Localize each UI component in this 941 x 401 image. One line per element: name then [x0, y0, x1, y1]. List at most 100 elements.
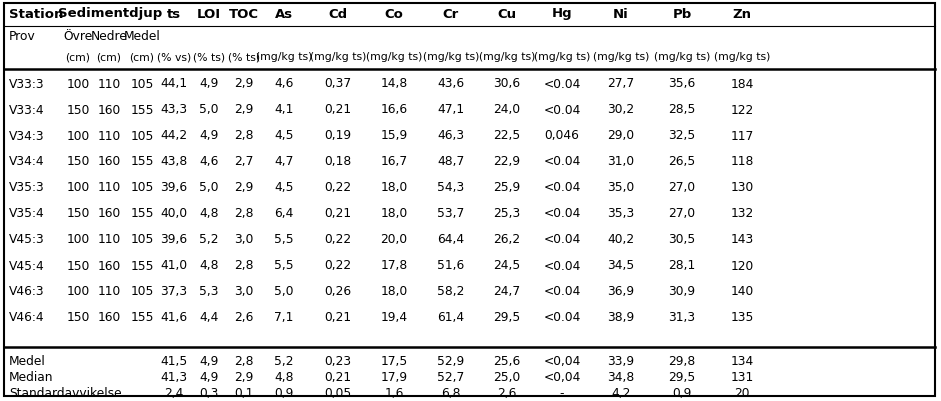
Text: 2,6: 2,6 [234, 311, 254, 324]
Text: 14,8: 14,8 [380, 77, 407, 90]
Text: (cm): (cm) [97, 52, 121, 62]
Text: 54,3: 54,3 [438, 181, 465, 194]
Text: 105: 105 [130, 285, 153, 298]
Text: (cm): (cm) [66, 52, 90, 62]
Text: Ni: Ni [614, 8, 629, 20]
Text: 1,6: 1,6 [384, 387, 404, 399]
Text: 6,8: 6,8 [441, 387, 461, 399]
Text: 25,9: 25,9 [493, 181, 520, 194]
Text: LOI: LOI [197, 8, 221, 20]
Text: 160: 160 [97, 155, 120, 168]
Text: 0,21: 0,21 [325, 103, 352, 116]
Text: 41,0: 41,0 [160, 259, 187, 272]
Text: 16,6: 16,6 [380, 103, 407, 116]
Text: 39,6: 39,6 [160, 181, 187, 194]
Text: <0.04: <0.04 [543, 311, 581, 324]
Text: 64,4: 64,4 [438, 233, 465, 246]
Text: 4,2: 4,2 [612, 387, 630, 399]
Text: 52,9: 52,9 [438, 354, 465, 368]
Text: 110: 110 [97, 77, 120, 90]
Text: 155: 155 [130, 311, 153, 324]
Text: 31,0: 31,0 [608, 155, 634, 168]
Text: Cr: Cr [443, 8, 459, 20]
Text: 122: 122 [730, 103, 754, 116]
Text: (mg/kg ts): (mg/kg ts) [366, 52, 423, 62]
Text: 4,6: 4,6 [275, 77, 294, 90]
Text: (% vs): (% vs) [157, 52, 191, 62]
Text: Co: Co [385, 8, 404, 20]
Text: 2,8: 2,8 [234, 354, 254, 368]
Text: 2,9: 2,9 [234, 371, 254, 383]
Text: 0,046: 0,046 [545, 129, 580, 142]
Text: 0,1: 0,1 [234, 387, 254, 399]
Text: <0.04: <0.04 [543, 155, 581, 168]
Text: 40,0: 40,0 [160, 207, 187, 220]
Text: 0,22: 0,22 [325, 259, 352, 272]
Text: 3,0: 3,0 [234, 285, 254, 298]
Text: <0,04: <0,04 [543, 371, 581, 383]
Text: 26,5: 26,5 [668, 155, 695, 168]
Text: 44,2: 44,2 [160, 129, 187, 142]
Text: 7,1: 7,1 [275, 311, 294, 324]
Text: Pb: Pb [673, 8, 692, 20]
Text: 4,9: 4,9 [199, 371, 218, 383]
Text: 110: 110 [97, 233, 120, 246]
Text: 18,0: 18,0 [380, 181, 407, 194]
Text: 17,8: 17,8 [380, 259, 407, 272]
Text: 4,8: 4,8 [274, 371, 294, 383]
Text: 53,7: 53,7 [438, 207, 465, 220]
Text: 20,0: 20,0 [380, 233, 407, 246]
Text: TOC: TOC [229, 8, 259, 20]
Text: 100: 100 [67, 285, 89, 298]
Text: Medel: Medel [123, 29, 160, 43]
Text: 150: 150 [66, 155, 89, 168]
Text: 46,3: 46,3 [438, 129, 465, 142]
Text: 24,5: 24,5 [493, 259, 520, 272]
Text: 120: 120 [730, 259, 754, 272]
Text: 47,1: 47,1 [438, 103, 465, 116]
Text: 4,9: 4,9 [199, 354, 218, 368]
Text: (mg/kg ts): (mg/kg ts) [654, 52, 710, 62]
Text: 4,6: 4,6 [199, 155, 218, 168]
Text: 4,9: 4,9 [199, 77, 218, 90]
Text: 4,1: 4,1 [275, 103, 294, 116]
Text: 4,9: 4,9 [199, 129, 218, 142]
Text: 2,8: 2,8 [234, 259, 254, 272]
Text: As: As [275, 8, 293, 20]
Text: V33:3: V33:3 [9, 77, 44, 90]
Text: 26,2: 26,2 [493, 233, 520, 246]
Text: 4,8: 4,8 [199, 259, 218, 272]
Text: 19,4: 19,4 [380, 311, 407, 324]
Text: 2,4: 2,4 [165, 387, 183, 399]
Text: 2,9: 2,9 [234, 103, 254, 116]
Text: 32,5: 32,5 [668, 129, 695, 142]
Text: 4,5: 4,5 [274, 181, 294, 194]
Text: 110: 110 [97, 285, 120, 298]
Text: 2,6: 2,6 [497, 387, 517, 399]
Text: 27,0: 27,0 [668, 207, 695, 220]
Text: V34:4: V34:4 [9, 155, 44, 168]
Text: V35:3: V35:3 [9, 181, 45, 194]
Text: 2,8: 2,8 [234, 129, 254, 142]
Text: 5,0: 5,0 [199, 181, 218, 194]
Text: Standardavvikelse: Standardavvikelse [9, 387, 121, 399]
Text: Prov: Prov [9, 29, 36, 43]
Text: Medel: Medel [9, 354, 46, 368]
Text: 44,1: 44,1 [160, 77, 187, 90]
Text: 31,3: 31,3 [668, 311, 695, 324]
Text: 160: 160 [97, 103, 120, 116]
Text: <0,04: <0,04 [543, 354, 581, 368]
Text: 0,05: 0,05 [325, 387, 352, 399]
Text: 43,3: 43,3 [160, 103, 187, 116]
Text: 5,5: 5,5 [274, 259, 294, 272]
Text: 155: 155 [130, 155, 153, 168]
Text: 30,9: 30,9 [668, 285, 695, 298]
Text: 118: 118 [730, 155, 754, 168]
Text: 30,2: 30,2 [608, 103, 634, 116]
Text: 4,8: 4,8 [199, 207, 218, 220]
Text: 34,8: 34,8 [607, 371, 634, 383]
Text: 61,4: 61,4 [438, 311, 465, 324]
Text: Cu: Cu [498, 8, 517, 20]
Text: V34:3: V34:3 [9, 129, 44, 142]
Text: 25,6: 25,6 [493, 354, 520, 368]
